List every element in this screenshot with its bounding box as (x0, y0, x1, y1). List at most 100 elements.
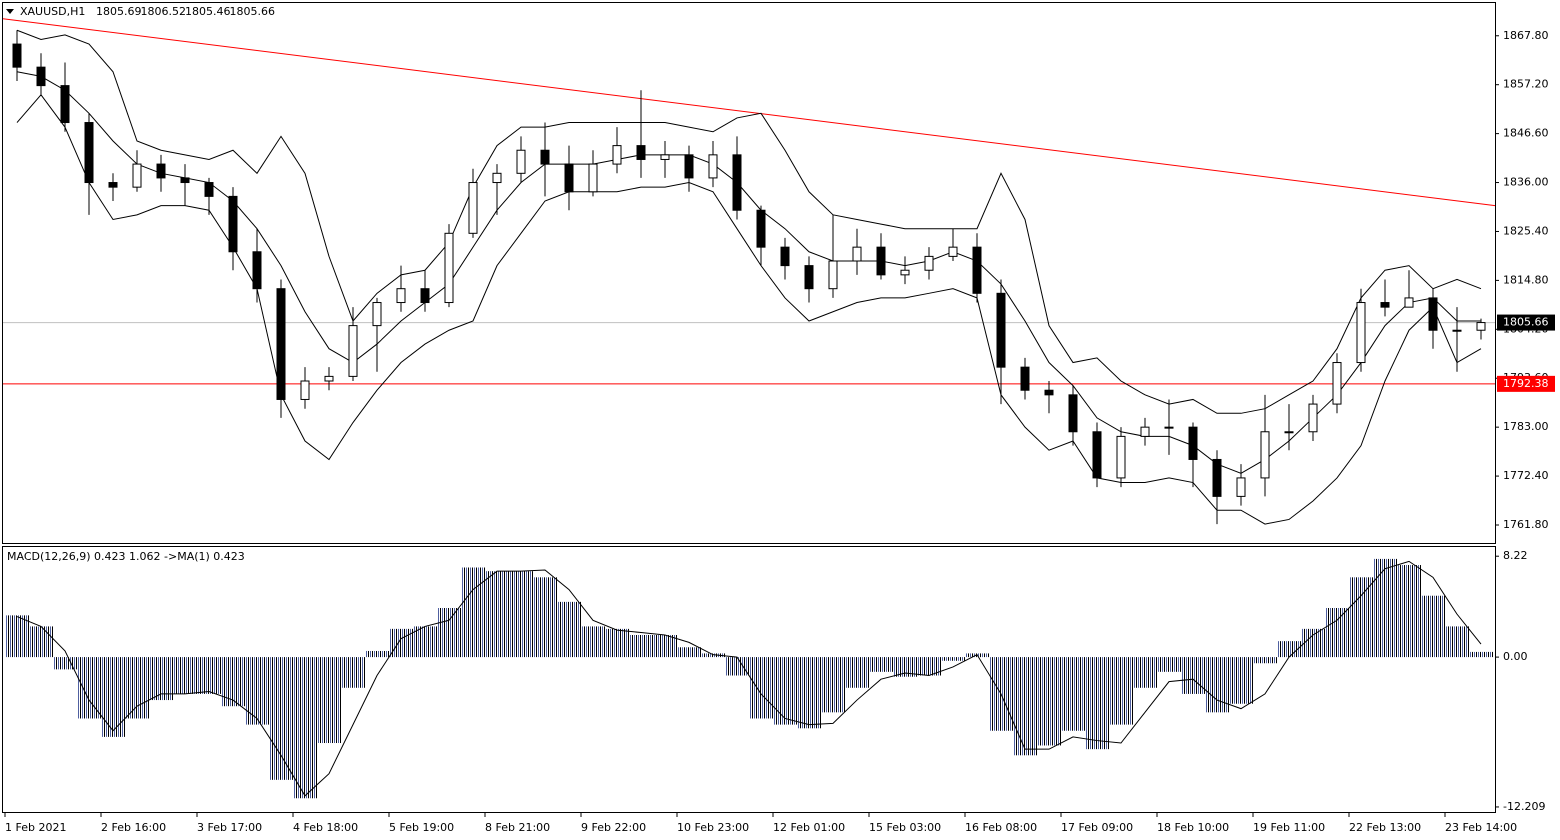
candle-body (180, 177, 190, 184)
macd-bar (629, 635, 653, 658)
macd-bar (1421, 595, 1445, 658)
x-tick-label: 12 Feb 01:00 (773, 821, 845, 834)
x-tick-label: 8 Feb 21:00 (485, 821, 550, 834)
hline-tag (1497, 375, 1555, 392)
macd-bar (581, 626, 605, 658)
x-tick-label: 2 Feb 16:00 (101, 821, 166, 834)
macd-bar (1349, 577, 1373, 658)
macd-bar (1229, 657, 1253, 704)
candle-body (564, 163, 574, 193)
macd-bar (605, 628, 629, 658)
macd-bar (29, 626, 53, 658)
macd-bar (1325, 608, 1349, 658)
candle-body (636, 145, 646, 160)
candle-body (396, 288, 406, 304)
x-tick-label: 4 Feb 18:00 (293, 821, 358, 834)
candle-body (1212, 458, 1222, 497)
macd-bar (1157, 657, 1181, 672)
macd-bar (341, 657, 365, 688)
y-tick-label: 1772.40 (1503, 469, 1549, 482)
candle-body (588, 163, 598, 193)
candle-body (1308, 403, 1318, 433)
macd-bar (53, 657, 77, 670)
candle-body (1356, 302, 1366, 364)
candle-body (828, 260, 838, 290)
x-tick-label: 22 Feb 13:00 (1349, 821, 1421, 834)
macd-bar (725, 657, 749, 676)
candle-body (996, 292, 1006, 368)
macd-bar (1109, 657, 1133, 725)
x-tick-label: 16 Feb 08:00 (965, 821, 1037, 834)
x-tick-label: 17 Feb 09:00 (1061, 821, 1133, 834)
candle-body (468, 182, 478, 234)
candle-body (972, 246, 982, 294)
macd-bar (149, 657, 173, 701)
macd-bar (413, 626, 437, 658)
x-tick-label: 9 Feb 22:00 (581, 821, 646, 834)
y-tick-label: 1814.80 (1503, 273, 1549, 286)
candle-body (852, 246, 862, 262)
bollinger-middle (16, 71, 1481, 474)
candle-body (900, 269, 910, 276)
candle-body (1140, 426, 1150, 437)
macd-bar (389, 628, 413, 658)
macd-bar (269, 657, 293, 780)
symbol: XAUUSD,H1 (20, 5, 85, 18)
candle-body (276, 288, 286, 400)
macd-bar (77, 657, 101, 719)
macd-bar (917, 657, 941, 676)
macd-bar (221, 657, 245, 707)
macd-bar (1013, 657, 1037, 756)
price-tag (1497, 314, 1555, 331)
candle-body (12, 43, 22, 68)
candle-body (108, 182, 118, 188)
x-tick-label: 10 Feb 23:00 (677, 821, 749, 834)
candle-body (1020, 366, 1030, 391)
candle-body (252, 251, 262, 290)
macd-bar (797, 657, 821, 729)
main-panel (2, 2, 1496, 544)
menu-icon[interactable] (6, 9, 14, 14)
candle-body (516, 149, 526, 174)
candle-body (1332, 362, 1342, 405)
candle-body (1116, 435, 1126, 479)
y-tick-label: 1761.80 (1503, 518, 1549, 531)
macd-bar (293, 657, 317, 799)
candle-body (1428, 297, 1438, 331)
ohlc-value: 1805.46 (185, 5, 231, 18)
macd-bar (701, 653, 725, 658)
macd-bar (245, 657, 269, 725)
candle-body (156, 163, 166, 179)
candle-body (444, 232, 454, 304)
macd-bar (677, 647, 701, 658)
ohlc-value: 1805.66 (230, 5, 276, 18)
macd-bar (173, 657, 197, 694)
bollinger-lower (16, 94, 1482, 525)
candle-body (612, 145, 622, 165)
ohlc-value: 1805.69 (96, 5, 142, 18)
macd-bar (1037, 657, 1061, 746)
macd-bar (1061, 657, 1085, 731)
candle-body (948, 246, 958, 257)
candle-body (684, 154, 694, 179)
macd-bar (1253, 657, 1277, 664)
candle-body (492, 172, 502, 184)
macd-bar (1133, 657, 1157, 688)
macd-bar (845, 657, 869, 688)
macd-bar (317, 657, 341, 744)
macd-bar (749, 657, 773, 719)
macd-bar (365, 650, 389, 658)
macd-bar (893, 657, 917, 677)
x-tick-label: 3 Feb 17:00 (197, 821, 262, 834)
x-tick-label: 5 Feb 19:00 (389, 821, 454, 834)
macd-bar (653, 635, 677, 658)
candle-body (540, 149, 550, 165)
candle-body (1452, 329, 1462, 332)
x-tick-label: 23 Feb 14:00 (1445, 821, 1517, 834)
y-tick-label: 1836.00 (1503, 176, 1549, 189)
y-tick-label: 1783.00 (1503, 420, 1549, 433)
candle-body (1260, 431, 1270, 479)
macd-bar (1181, 657, 1205, 694)
candle-body (300, 380, 310, 400)
macd-bar (1277, 641, 1301, 658)
